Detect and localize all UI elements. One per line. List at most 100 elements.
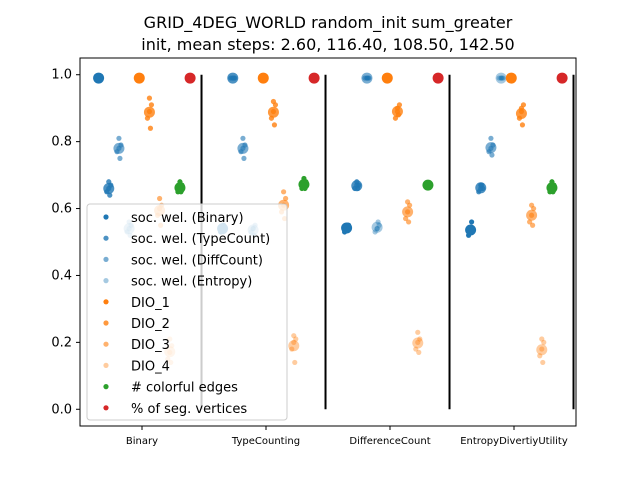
legend: soc. wel. (Binary) soc. wel. (TypeCount) s… bbox=[86, 203, 288, 421]
legend-marker bbox=[103, 341, 109, 347]
scatter-point bbox=[281, 189, 287, 195]
scatter-point bbox=[147, 125, 154, 131]
scatter-point bbox=[376, 222, 382, 228]
scatter-point bbox=[500, 75, 506, 81]
legend-label: % of seg. vertices bbox=[131, 402, 247, 417]
scatter-point bbox=[291, 333, 297, 339]
legend-label: DIO_2 bbox=[131, 317, 170, 332]
legend-marker bbox=[103, 384, 109, 390]
legend-marker bbox=[103, 405, 109, 411]
legend-marker bbox=[103, 278, 109, 284]
legend-marker bbox=[103, 256, 109, 262]
scatter-point bbox=[489, 152, 495, 158]
scatter-point bbox=[375, 219, 381, 225]
scatter-point bbox=[498, 75, 504, 81]
y-tick-label: 0.8 bbox=[51, 135, 72, 150]
scatter-point bbox=[499, 75, 505, 81]
scatter-point bbox=[488, 135, 494, 141]
scatter-point bbox=[293, 336, 299, 342]
mean-point bbox=[341, 222, 353, 234]
scatter-point bbox=[241, 155, 247, 161]
legend-box bbox=[86, 203, 288, 421]
scatter-point bbox=[415, 329, 421, 335]
y-tick-label: 1.0 bbox=[51, 68, 72, 83]
legend-marker bbox=[103, 299, 109, 305]
scatter-point bbox=[406, 219, 412, 225]
mean-point bbox=[298, 178, 310, 190]
mean-point bbox=[351, 180, 363, 192]
mean-point bbox=[103, 182, 115, 194]
scatter-point bbox=[469, 219, 475, 225]
mean-point bbox=[381, 72, 393, 84]
legend-label: soc. wel. (TypeCount) bbox=[131, 232, 270, 247]
mean-point bbox=[536, 344, 548, 356]
scatter-point bbox=[416, 349, 422, 355]
mean-point bbox=[556, 72, 568, 84]
mean-point bbox=[93, 72, 105, 84]
scatter-point bbox=[519, 122, 526, 128]
scatter-point bbox=[539, 346, 545, 352]
mean-point bbox=[485, 142, 497, 154]
scatter-point bbox=[292, 359, 298, 366]
scatter-point bbox=[374, 226, 380, 232]
scatter-point bbox=[148, 102, 155, 108]
legend-marker bbox=[103, 214, 109, 220]
axes-ticks: 0.0 0.2 0.4 0.6 0.8 1.0 Binary TypeCounting Diff… bbox=[51, 68, 568, 447]
scatter-point bbox=[146, 95, 153, 101]
scatter-point bbox=[289, 346, 295, 352]
legend-marker bbox=[103, 235, 109, 241]
scatter-point bbox=[405, 199, 411, 205]
scatter-point bbox=[496, 75, 502, 81]
chart-title-line1: GRID_4DEG_WORLD random_init sum_greater bbox=[144, 13, 513, 33]
mean-point bbox=[515, 108, 527, 120]
mean-point bbox=[422, 179, 434, 191]
legend-label: soc. wel. (Binary) bbox=[131, 211, 244, 226]
mean-point bbox=[288, 340, 300, 352]
mean-point bbox=[465, 224, 477, 236]
legend-label: soc. wel. (Entropy) bbox=[131, 275, 252, 290]
scatter-point bbox=[498, 75, 504, 81]
scatter-point bbox=[157, 195, 163, 202]
scatter-point bbox=[537, 353, 543, 359]
mean-point bbox=[402, 206, 414, 218]
mean-point bbox=[237, 142, 249, 154]
legend-label: DIO_1 bbox=[131, 296, 170, 311]
mean-point bbox=[391, 106, 403, 118]
legend-label: DIO_3 bbox=[131, 338, 170, 353]
scatter-point bbox=[413, 346, 419, 352]
legend-marker bbox=[103, 362, 109, 368]
mean-point bbox=[546, 182, 558, 194]
scatter-point bbox=[240, 135, 246, 141]
mean-point bbox=[174, 182, 186, 194]
y-tick-label: 0.0 bbox=[51, 402, 72, 417]
scatter-point bbox=[271, 122, 278, 128]
mean-point bbox=[412, 337, 424, 349]
scatter-point bbox=[530, 222, 536, 228]
mean-point bbox=[308, 72, 320, 84]
scatter-point bbox=[106, 179, 112, 185]
mean-point bbox=[475, 182, 487, 194]
scatter-point bbox=[529, 202, 535, 208]
legend-marker bbox=[103, 320, 109, 326]
mean-point bbox=[184, 72, 196, 84]
scatter-point bbox=[291, 339, 297, 345]
legend-label: DIO_4 bbox=[131, 359, 170, 374]
mean-point bbox=[133, 72, 145, 84]
scatter-point bbox=[116, 135, 122, 141]
scatter-point bbox=[415, 339, 421, 345]
chart-title-line2: init, mean steps: 2.60, 116.40, 108.50, … bbox=[141, 35, 514, 54]
legend-label: soc. wel. (DiffCount) bbox=[131, 253, 263, 268]
scatter-point bbox=[372, 229, 378, 235]
mean-point bbox=[432, 72, 444, 84]
scatter-point bbox=[540, 359, 546, 366]
y-tick-label: 0.2 bbox=[51, 335, 72, 350]
mean-point bbox=[361, 72, 373, 84]
x-tick-label: Binary bbox=[126, 436, 158, 447]
mean-point bbox=[227, 72, 239, 84]
scatter-point bbox=[270, 98, 277, 105]
y-tick-label: 0.6 bbox=[51, 202, 72, 217]
scatter-point bbox=[417, 336, 423, 342]
mean-point bbox=[267, 106, 279, 118]
